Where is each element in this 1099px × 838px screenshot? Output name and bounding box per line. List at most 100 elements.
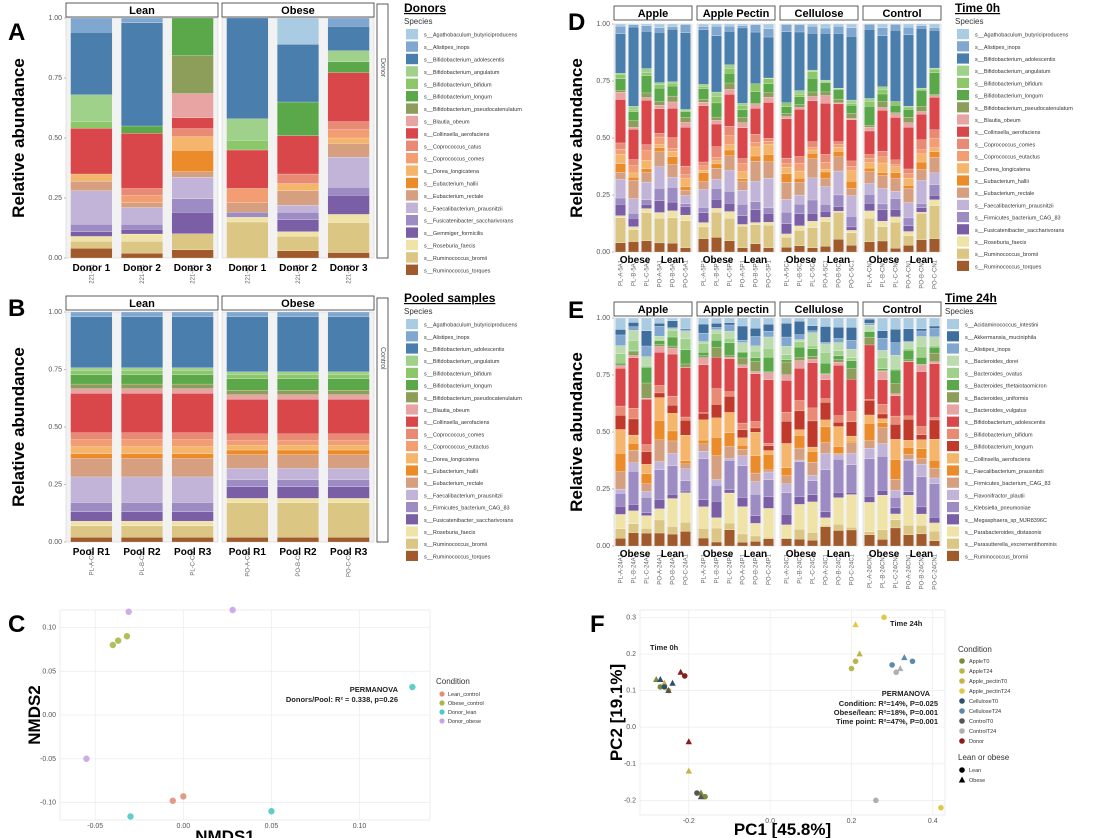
bar-segment bbox=[277, 399, 319, 434]
bar-segment bbox=[628, 218, 639, 227]
bar-segment bbox=[226, 217, 269, 223]
facet-strip bbox=[65, 2, 219, 18]
bar-segment bbox=[846, 526, 857, 531]
sample-label: PL-B-24C1 bbox=[798, 553, 804, 583]
bar-segment bbox=[890, 497, 901, 509]
bar-segment bbox=[70, 520, 113, 526]
bar-segment bbox=[641, 491, 652, 498]
bar-segment bbox=[70, 94, 113, 122]
y-tick-label: 0.05 bbox=[42, 668, 56, 675]
facet-strip bbox=[779, 5, 859, 21]
bar-segment bbox=[70, 476, 113, 503]
bar-segment bbox=[171, 150, 214, 172]
legend-swatch bbox=[406, 514, 418, 525]
bar-segment bbox=[615, 415, 626, 430]
bar-segment bbox=[750, 91, 761, 104]
bar-segment bbox=[750, 523, 761, 537]
x-tick-label: 0.4 bbox=[928, 818, 938, 825]
bar-segment bbox=[794, 245, 805, 253]
bar-segment bbox=[929, 325, 940, 329]
bar-segment bbox=[794, 31, 805, 91]
y-tick-label: 0.25 bbox=[48, 195, 62, 202]
bar-segment bbox=[711, 517, 722, 529]
bar-segment bbox=[929, 97, 940, 130]
bar-segment bbox=[763, 469, 774, 473]
bar-segment bbox=[807, 158, 818, 179]
legend-label: s__Collinsella_aerofaciens bbox=[965, 457, 1031, 463]
legend-swatch bbox=[957, 77, 969, 88]
bar-segment bbox=[916, 111, 927, 115]
bar-segment bbox=[654, 317, 665, 324]
bar-segment bbox=[794, 109, 805, 157]
bar-segment bbox=[763, 138, 774, 142]
sample-label: PO-A-CN1 bbox=[245, 547, 251, 576]
bar-segment bbox=[846, 440, 857, 443]
bar-segment bbox=[877, 370, 888, 372]
bar-segment bbox=[916, 212, 927, 214]
bar-segment bbox=[750, 146, 761, 157]
sample-label: PO-B-5A1 bbox=[671, 259, 677, 287]
bar-segment bbox=[864, 344, 875, 400]
bar-segment bbox=[698, 238, 709, 253]
data-point-obese bbox=[685, 767, 692, 774]
bar-segment bbox=[794, 23, 805, 25]
bar-segment bbox=[781, 380, 792, 413]
bar-segment bbox=[327, 374, 370, 379]
group-label-lean: Lean bbox=[827, 549, 850, 560]
legend-swatch bbox=[439, 691, 445, 697]
sample-label: 221-R1 bbox=[89, 263, 95, 283]
bar-segment bbox=[794, 96, 805, 105]
bar-segment bbox=[680, 117, 691, 123]
bar-segment bbox=[711, 212, 722, 238]
bar-segment bbox=[929, 205, 940, 239]
bar-segment bbox=[807, 362, 818, 409]
data-point bbox=[109, 641, 117, 649]
bar-segment bbox=[724, 126, 735, 136]
bar-segment bbox=[864, 423, 875, 441]
facet-strip bbox=[221, 295, 375, 311]
sample-label: PO-C-24A1 bbox=[684, 553, 690, 585]
legend-label: s__Dorea_longicatena bbox=[424, 169, 480, 175]
bar-segment bbox=[226, 394, 269, 400]
bar-segment bbox=[807, 446, 818, 452]
legend-label: s__Firmicutes_bacterium_CAG_83 bbox=[975, 216, 1061, 222]
legend-swatch bbox=[957, 29, 969, 40]
bar-segment bbox=[641, 144, 652, 151]
bar-segment bbox=[327, 316, 370, 372]
bar-segment bbox=[680, 214, 691, 221]
bar-segment bbox=[628, 504, 639, 511]
bar-segment bbox=[654, 336, 665, 340]
bar-segment bbox=[277, 231, 319, 237]
bar-segment bbox=[846, 166, 857, 171]
bar-segment bbox=[916, 330, 927, 337]
bar-segment bbox=[750, 224, 761, 244]
legend-label: s__Megasphaera_sp_MJR8396C bbox=[965, 518, 1047, 524]
bar-segment bbox=[70, 32, 113, 95]
bar-segment bbox=[171, 458, 214, 478]
bar-segment bbox=[615, 334, 626, 346]
bar-segment bbox=[628, 229, 639, 242]
bar-segment bbox=[628, 23, 639, 25]
bar-segment bbox=[929, 540, 940, 547]
bar-segment bbox=[794, 429, 805, 436]
bar-segment bbox=[70, 181, 113, 191]
bar-segment bbox=[680, 329, 691, 332]
bar-segment bbox=[820, 469, 831, 512]
data-point-obese bbox=[856, 650, 863, 657]
bar-segment bbox=[781, 106, 792, 114]
bar-segment bbox=[641, 399, 652, 445]
bar-segment bbox=[680, 435, 691, 461]
bar-segment bbox=[864, 210, 875, 219]
bar-segment bbox=[781, 173, 792, 183]
bar-segment bbox=[70, 121, 113, 129]
legend-swatch bbox=[957, 260, 969, 271]
bar-segment bbox=[698, 317, 709, 325]
legend-swatch bbox=[406, 319, 418, 330]
legend-swatch bbox=[406, 202, 418, 213]
y-axis-title: PC2 [19.1%] bbox=[607, 664, 626, 761]
bar-segment bbox=[877, 418, 888, 423]
bar-segment bbox=[864, 336, 875, 346]
bar-segment bbox=[750, 481, 761, 495]
bar-label: Pool R3 bbox=[330, 547, 368, 558]
sample-label: PL-B-24A1 bbox=[632, 553, 638, 583]
